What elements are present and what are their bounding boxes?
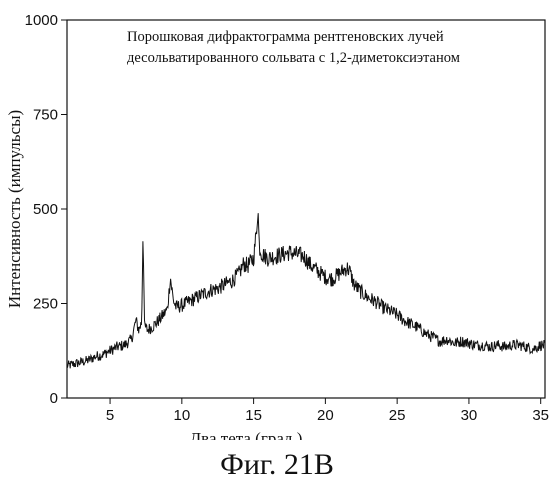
chart-title-line-2: десольватированного сольвата с 1,2-димет…	[127, 50, 460, 66]
y-tick-label: 750	[33, 107, 58, 124]
y-tick-label: 500	[33, 201, 58, 218]
x-tick-label: 15	[245, 407, 262, 424]
y-axis: 0 250 500 750 1000	[25, 12, 67, 407]
chart-title: Порошковая дифрактограмма рентгеновских …	[127, 29, 460, 66]
figure-caption: Фиг. 21В	[220, 448, 334, 481]
x-tick-label: 30	[461, 407, 478, 424]
x-tick-label: 20	[317, 407, 334, 424]
y-tick-label: 1000	[25, 12, 58, 29]
y-axis-title: Интенсивность (импульсы)	[5, 110, 24, 308]
x-tick-label: 35	[532, 407, 549, 424]
diffraction-pattern-line	[66, 213, 546, 369]
y-tick-label: 250	[33, 296, 58, 313]
chart-title-line-1: Порошковая дифрактограмма рентгеновских …	[127, 29, 444, 45]
y-tick-label: 0	[50, 390, 58, 407]
x-tick-label: 25	[389, 407, 406, 424]
x-tick-label: 5	[106, 407, 114, 424]
x-axis: 5 10 15 20 25 30 35	[106, 398, 549, 424]
x-tick-label: 10	[173, 407, 190, 424]
x-axis-title: Два тета (град.)	[190, 429, 303, 440]
xrpd-chart: Порошковая дифрактограмма рентгеновских …	[5, 12, 549, 440]
